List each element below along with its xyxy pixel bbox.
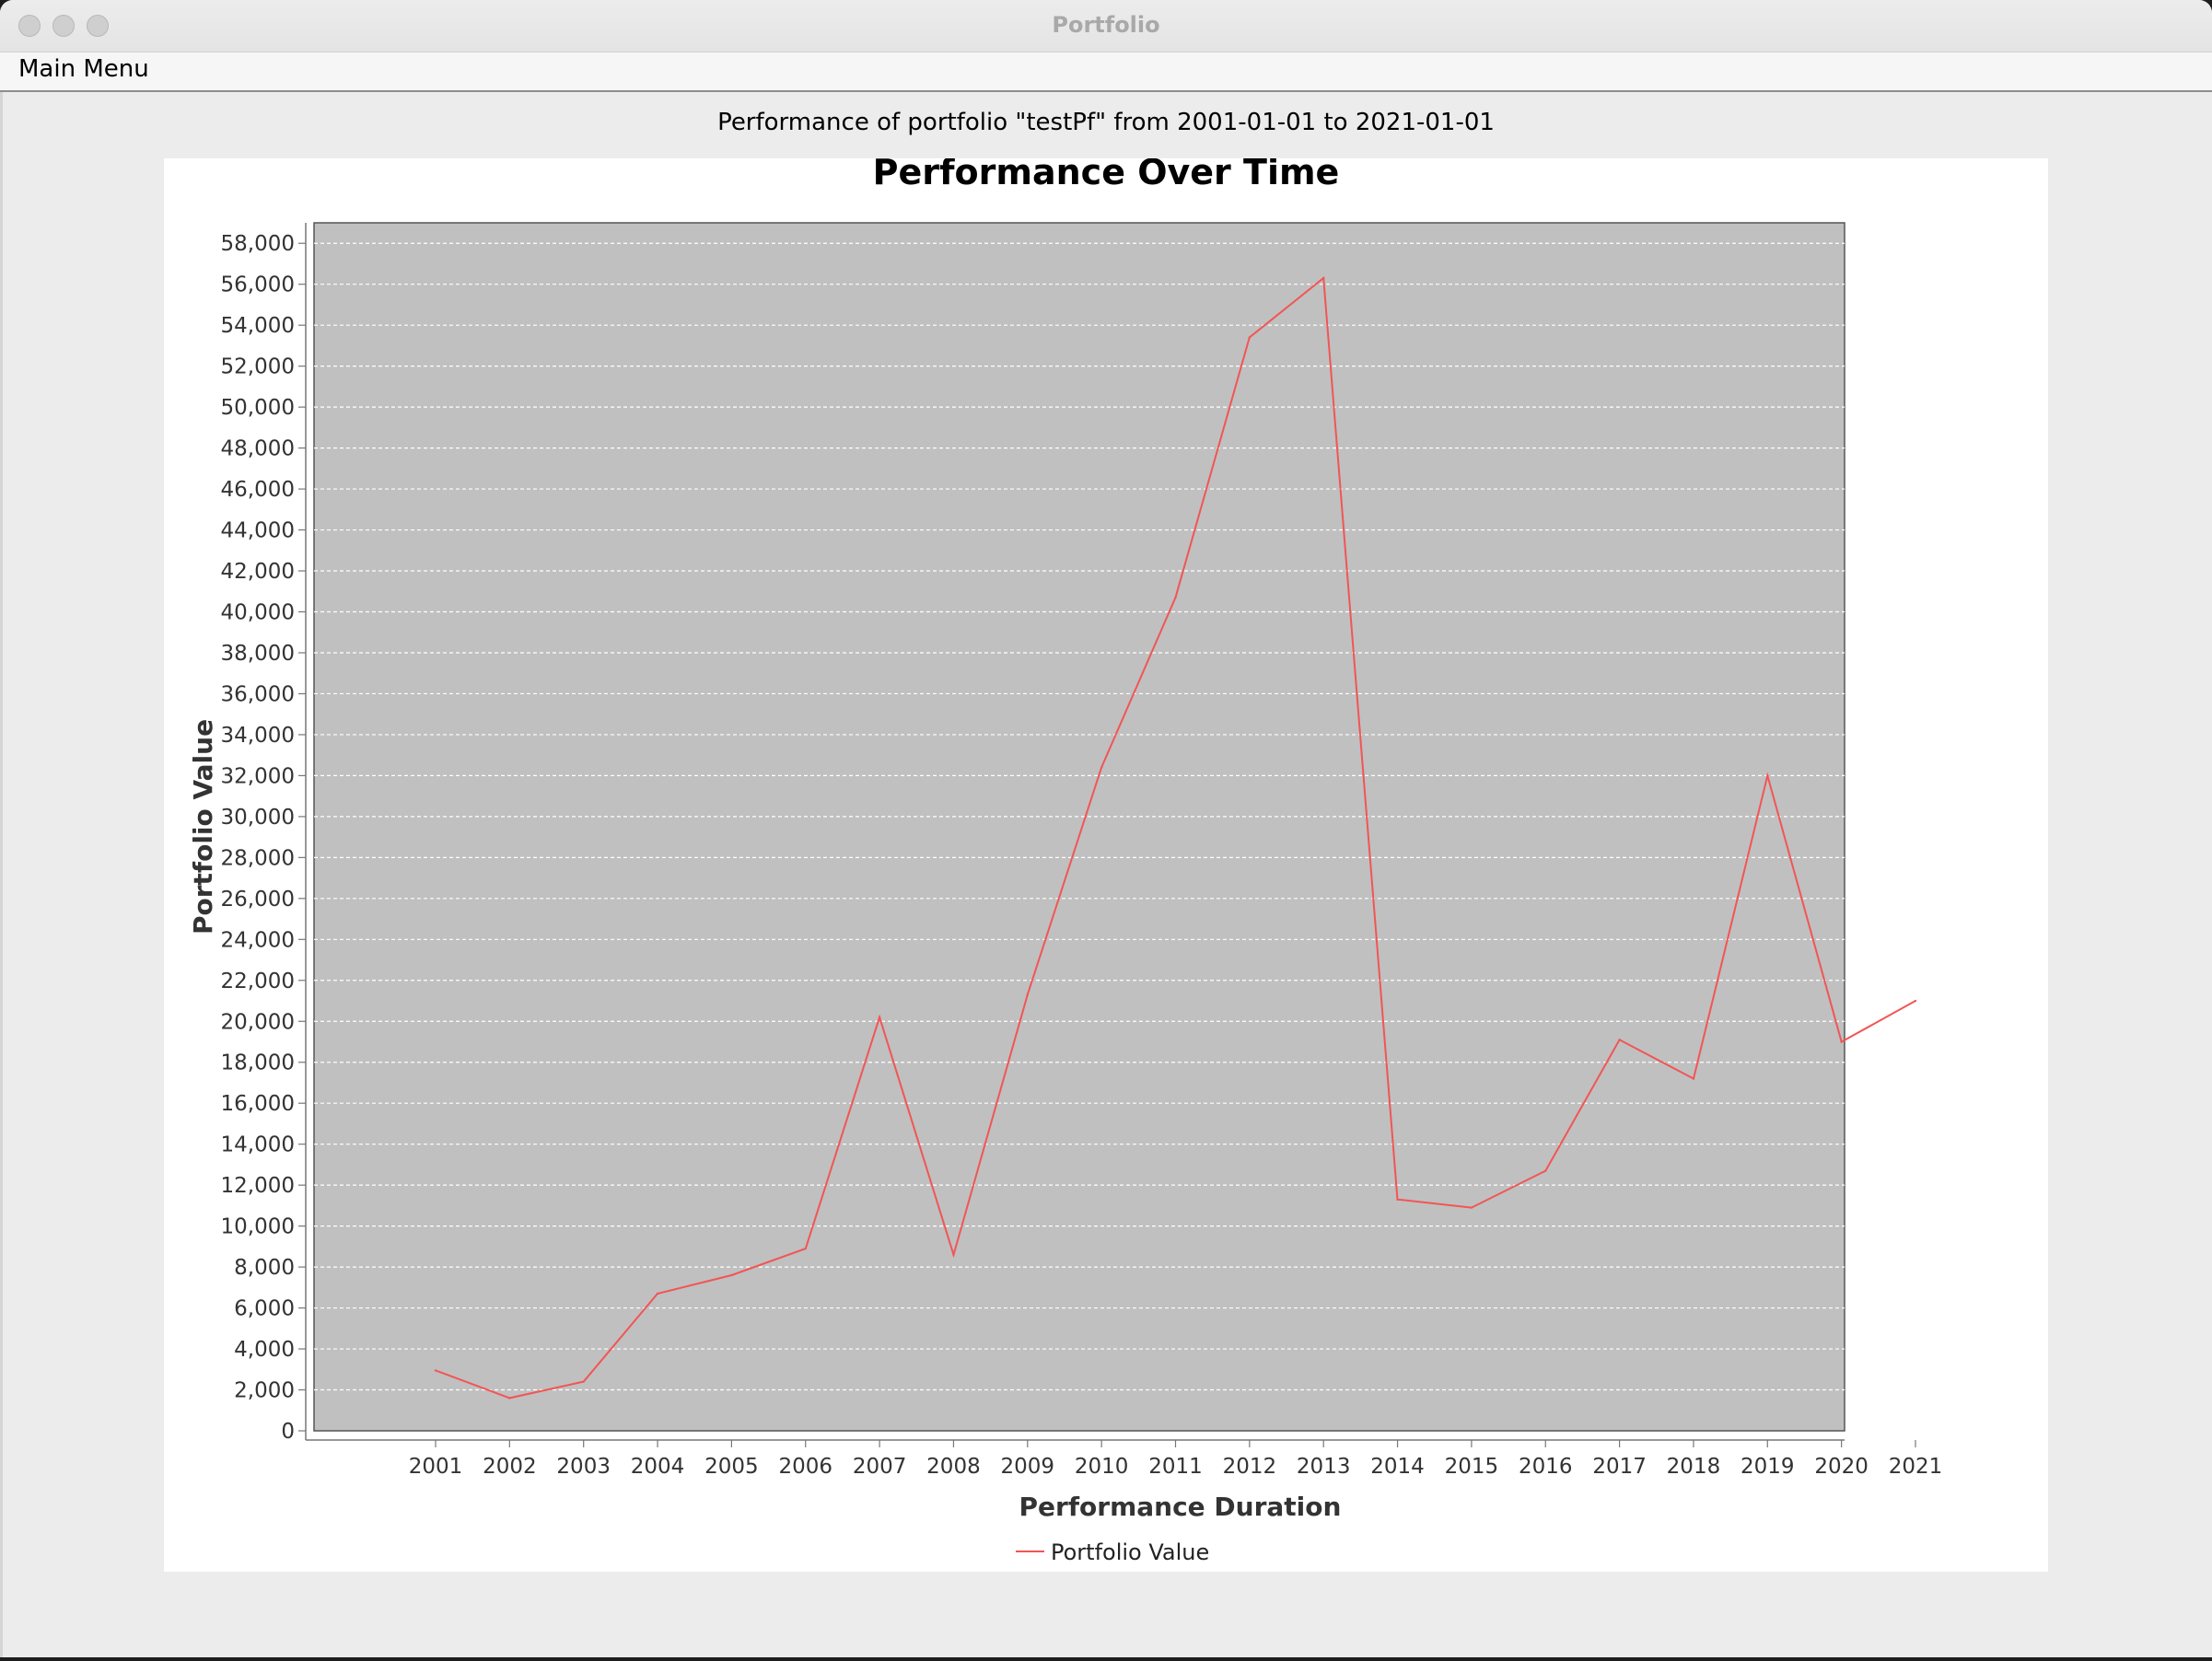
window-title: Portfolio [1052, 12, 1160, 38]
y-tick-label: 34,000 [221, 724, 295, 748]
chart-title: Performance Over Time [873, 158, 1340, 192]
y-tick-label: 12,000 [221, 1174, 295, 1198]
plot-area [313, 222, 1845, 1432]
performance-chart: Performance Over Time 0 2,000 4,000 6,000 8,… [188, 152, 1943, 1565]
y-tick-label: 42,000 [221, 560, 295, 584]
data-point [730, 1273, 733, 1277]
x-tick-label: 2021 [1889, 1455, 1943, 1479]
axes [305, 223, 1845, 1441]
y-tick-label: 18,000 [221, 1051, 295, 1075]
data-point [582, 1380, 585, 1383]
x-tick-label: 2012 [1223, 1455, 1277, 1479]
data-point [1692, 1077, 1695, 1080]
y-tick-label: 30,000 [221, 806, 295, 830]
data-point [508, 1397, 511, 1400]
data-point [1174, 596, 1177, 599]
x-tick-label: 2014 [1370, 1455, 1425, 1479]
x-axis-ticks: 2001 2002 2003 2004 2005 2006 2007 2008 2009 2010… [409, 1440, 1943, 1479]
data-point [1470, 1206, 1473, 1209]
data-point [1840, 1040, 1843, 1043]
x-tick-label: 2017 [1592, 1455, 1647, 1479]
x-tick-label: 2019 [1740, 1455, 1795, 1479]
y-tick-label: 50,000 [221, 396, 295, 420]
x-tick-label: 2001 [409, 1455, 463, 1479]
x-tick-label: 2002 [483, 1455, 537, 1479]
data-point [1100, 766, 1103, 769]
y-tick-label: 20,000 [221, 1010, 295, 1034]
y-tick-label: 16,000 [221, 1092, 295, 1116]
x-tick-label: 2008 [926, 1455, 981, 1479]
data-point [1396, 1198, 1399, 1201]
y-tick-label: 56,000 [221, 273, 295, 297]
data-point [1026, 993, 1029, 996]
series-group [434, 276, 1917, 1400]
data-point [878, 1016, 881, 1019]
y-tick-label: 58,000 [221, 232, 295, 256]
y-axis-label: Portfolio Value [188, 719, 218, 935]
y-tick-label: 2,000 [234, 1379, 295, 1403]
y-tick-label: 26,000 [221, 888, 295, 912]
title-bar: Portfolio [0, 0, 2212, 52]
x-tick-label: 2013 [1297, 1455, 1351, 1479]
close-window-button[interactable] [18, 15, 41, 37]
x-tick-label: 2011 [1148, 1455, 1203, 1479]
chart-legend: Portfolio Value [1016, 1539, 1209, 1565]
legend-label: Portfolio Value [1051, 1539, 1209, 1565]
x-tick-label: 2006 [778, 1455, 832, 1479]
y-tick-label: 24,000 [221, 928, 295, 952]
y-tick-label: 40,000 [221, 601, 295, 625]
y-tick-label: 22,000 [221, 970, 295, 993]
data-point [1322, 276, 1325, 280]
data-point [656, 1292, 659, 1295]
x-tick-label: 2020 [1814, 1455, 1869, 1479]
data-point [434, 1369, 437, 1372]
y-axis-ticks: 0 2,000 4,000 6,000 8,000 10,000 12,000 14,000 1… [221, 232, 306, 1444]
window-edge [0, 92, 3, 1657]
desktop-strip [0, 1657, 2212, 1661]
x-tick-label: 2018 [1667, 1455, 1721, 1479]
main-menu[interactable]: Main Menu [18, 55, 149, 83]
data-point [1248, 336, 1252, 339]
x-tick-label: 2010 [1075, 1455, 1129, 1479]
y-tick-label: 32,000 [221, 764, 295, 788]
menu-bar: Main Menu [0, 52, 2212, 92]
y-tick-label: 14,000 [221, 1133, 295, 1157]
y-tick-label: 36,000 [221, 682, 295, 706]
x-tick-label: 2009 [1001, 1455, 1055, 1479]
y-tick-label: 4,000 [234, 1338, 295, 1362]
y-tick-label: 10,000 [221, 1215, 295, 1239]
minimize-window-button[interactable] [52, 15, 75, 37]
y-tick-label: 44,000 [221, 519, 295, 543]
y-tick-label: 0 [281, 1420, 295, 1444]
y-tick-label: 52,000 [221, 355, 295, 379]
y-tick-label: 8,000 [234, 1256, 295, 1280]
x-tick-label: 2005 [704, 1455, 759, 1479]
x-tick-label: 2016 [1519, 1455, 1573, 1479]
data-point [1914, 999, 1917, 1003]
y-tick-label: 46,000 [221, 478, 295, 502]
x-tick-label: 2004 [631, 1455, 685, 1479]
data-point [952, 1253, 955, 1256]
chart-panel: Performance Over Time 0 2,000 4,000 6,000 8,… [164, 152, 2048, 1572]
data-point [804, 1247, 807, 1250]
grid-lines [314, 242, 1845, 1391]
x-tick-label: 2007 [853, 1455, 907, 1479]
x-tick-label: 2003 [556, 1455, 611, 1479]
data-point [1618, 1039, 1621, 1041]
y-tick-label: 6,000 [234, 1297, 295, 1321]
x-tick-label: 2015 [1445, 1455, 1499, 1479]
y-tick-label: 54,000 [221, 314, 295, 338]
x-axis-label: Performance Duration [1019, 1492, 1342, 1522]
zoom-window-button[interactable] [87, 15, 109, 37]
data-point [1766, 774, 1769, 777]
data-point [1544, 1169, 1547, 1172]
performance-heading: Performance of portfolio "testPf" from 2… [717, 109, 1495, 136]
y-tick-label: 48,000 [221, 437, 295, 461]
y-tick-label: 28,000 [221, 846, 295, 870]
y-tick-label: 38,000 [221, 642, 295, 666]
